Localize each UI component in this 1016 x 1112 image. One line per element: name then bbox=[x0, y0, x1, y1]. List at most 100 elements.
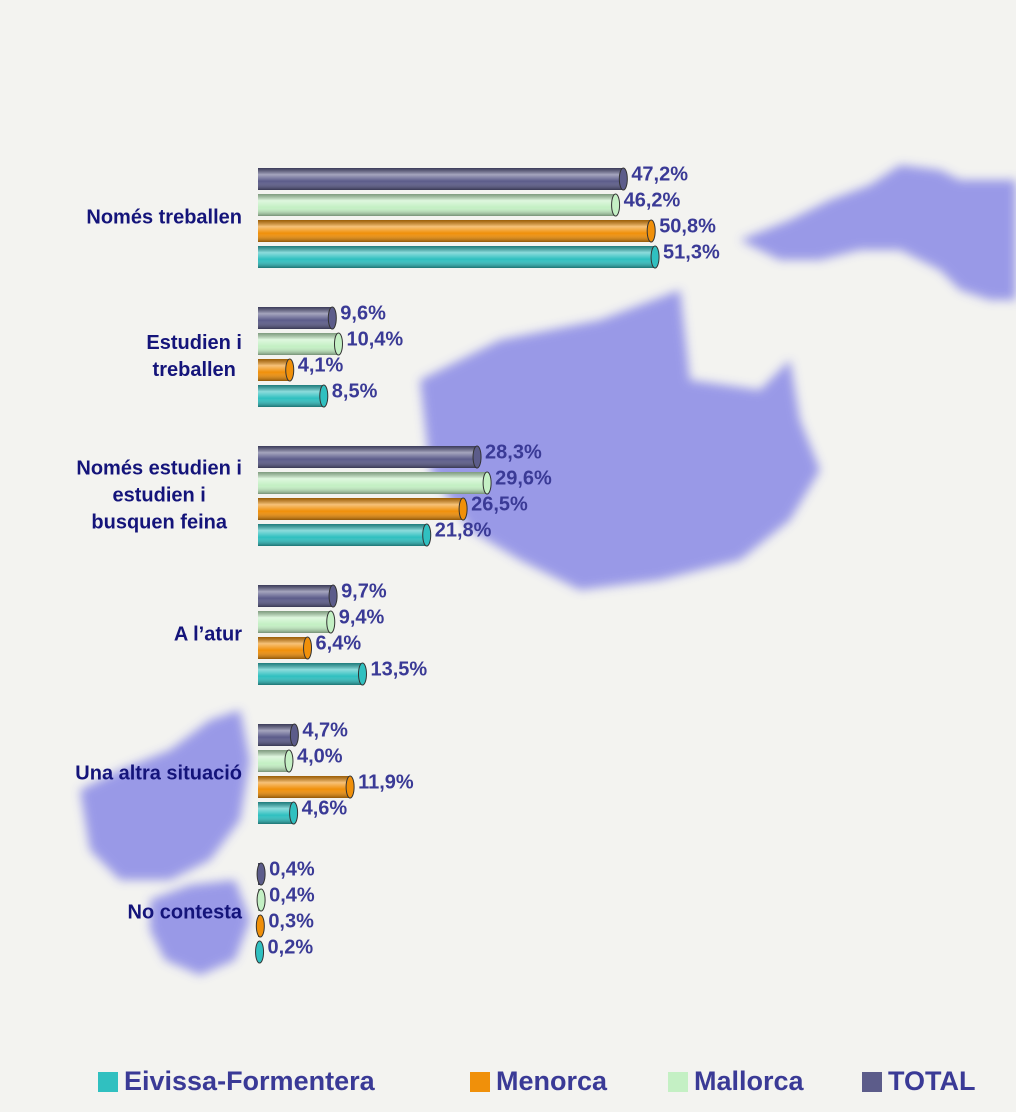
legend-label: TOTAL bbox=[888, 1066, 976, 1096]
value-label: 10,4% bbox=[346, 328, 403, 350]
bar-cap bbox=[256, 862, 266, 886]
bar-group bbox=[258, 219, 656, 243]
value-label: 0,3% bbox=[268, 910, 314, 932]
bar-shade bbox=[258, 498, 464, 520]
value-label: 4,7% bbox=[302, 719, 348, 741]
legend-swatch bbox=[470, 1072, 490, 1092]
legend-label: Menorca bbox=[496, 1066, 608, 1096]
bar-group bbox=[256, 862, 266, 886]
category-label: Només treballen bbox=[86, 206, 242, 229]
bar-group bbox=[258, 523, 432, 547]
value-label: 28,3% bbox=[485, 441, 542, 463]
bar-cap bbox=[289, 723, 299, 747]
bar-shade bbox=[258, 637, 308, 659]
value-label: 9,4% bbox=[339, 606, 385, 628]
bar-shade bbox=[258, 385, 324, 407]
bar-cap bbox=[650, 245, 660, 269]
legend-label: Eivissa-Formentera bbox=[124, 1066, 376, 1096]
bar-cap bbox=[422, 523, 432, 547]
bar-group bbox=[258, 358, 295, 382]
bar-group bbox=[258, 332, 343, 356]
bar-group bbox=[258, 497, 468, 521]
bar-group bbox=[258, 662, 367, 686]
bar-cap bbox=[328, 584, 338, 608]
bar-cap bbox=[255, 940, 265, 964]
bar-cap bbox=[357, 662, 367, 686]
bar-cap bbox=[646, 219, 656, 243]
map-background bbox=[80, 165, 1016, 975]
bar-cap bbox=[458, 497, 468, 521]
legend-swatch bbox=[862, 1072, 882, 1092]
bar-cap bbox=[284, 749, 294, 773]
bar-shade bbox=[258, 524, 427, 546]
bar-shade bbox=[258, 246, 656, 268]
value-label: 11,9% bbox=[358, 771, 414, 793]
bar-group bbox=[258, 167, 628, 191]
bar-group bbox=[258, 245, 660, 269]
value-label: 26,5% bbox=[471, 493, 528, 515]
bar-group bbox=[258, 584, 338, 608]
legend-swatch bbox=[98, 1072, 118, 1092]
bar-cap bbox=[326, 610, 336, 634]
bar-shade bbox=[258, 472, 488, 494]
bar-shade bbox=[258, 585, 334, 607]
value-label: 50,8% bbox=[659, 215, 716, 237]
bar-cap bbox=[472, 445, 482, 469]
value-label: 4,6% bbox=[302, 797, 348, 819]
bar-shade bbox=[258, 611, 331, 633]
bar-cap bbox=[285, 358, 295, 382]
value-label: 9,7% bbox=[341, 580, 387, 602]
bar-shade bbox=[258, 724, 295, 746]
bar-shade bbox=[258, 333, 339, 355]
bar-group bbox=[258, 801, 299, 825]
bar-shade bbox=[258, 220, 652, 242]
bar-cap bbox=[611, 193, 621, 217]
bar-group bbox=[258, 384, 329, 408]
value-label: 0,4% bbox=[269, 858, 315, 880]
bar-cap bbox=[255, 914, 265, 938]
bar-group bbox=[256, 888, 266, 912]
bar-cap bbox=[482, 471, 492, 495]
category-label: Només estudien i estudien i busquen fein… bbox=[76, 457, 242, 534]
bar-shade bbox=[258, 802, 294, 824]
value-label: 4,0% bbox=[297, 745, 343, 767]
value-label: 6,4% bbox=[316, 632, 362, 654]
category-label: Estudien i treballen bbox=[146, 332, 242, 381]
bar-group bbox=[258, 610, 336, 634]
bar-shade bbox=[258, 663, 363, 685]
bar-group bbox=[258, 749, 294, 773]
value-label: 8,5% bbox=[332, 380, 378, 402]
value-label: 4,1% bbox=[298, 354, 344, 376]
bar-shade bbox=[258, 359, 290, 381]
bar-shade bbox=[258, 168, 624, 190]
bar-shade bbox=[258, 776, 351, 798]
bar-group bbox=[255, 914, 265, 938]
category-label: Una altra situació bbox=[75, 762, 242, 785]
bar-cap bbox=[618, 167, 628, 191]
value-label: 47,2% bbox=[631, 163, 688, 185]
bar-cap bbox=[327, 306, 337, 330]
legend-swatch bbox=[668, 1072, 688, 1092]
bar-group bbox=[258, 306, 337, 330]
value-label: 21,8% bbox=[435, 519, 492, 541]
bar-group bbox=[258, 636, 313, 660]
bar-cap bbox=[345, 775, 355, 799]
bar-cap bbox=[319, 384, 329, 408]
value-label: 51,3% bbox=[663, 241, 720, 263]
bar-cap bbox=[333, 332, 343, 356]
value-label: 29,6% bbox=[495, 467, 552, 489]
value-label: 46,2% bbox=[624, 189, 681, 211]
bar-cap bbox=[289, 801, 299, 825]
bar-group bbox=[258, 471, 492, 495]
bar-shade bbox=[258, 307, 333, 329]
bar-group bbox=[258, 445, 482, 469]
value-label: 0,4% bbox=[269, 884, 315, 906]
category-label: A l’atur bbox=[173, 623, 242, 646]
bar-group bbox=[255, 940, 265, 964]
value-label: 13,5% bbox=[370, 658, 427, 680]
bar-shade bbox=[258, 750, 289, 772]
bar-shade bbox=[258, 446, 478, 468]
bar-group bbox=[258, 193, 621, 217]
